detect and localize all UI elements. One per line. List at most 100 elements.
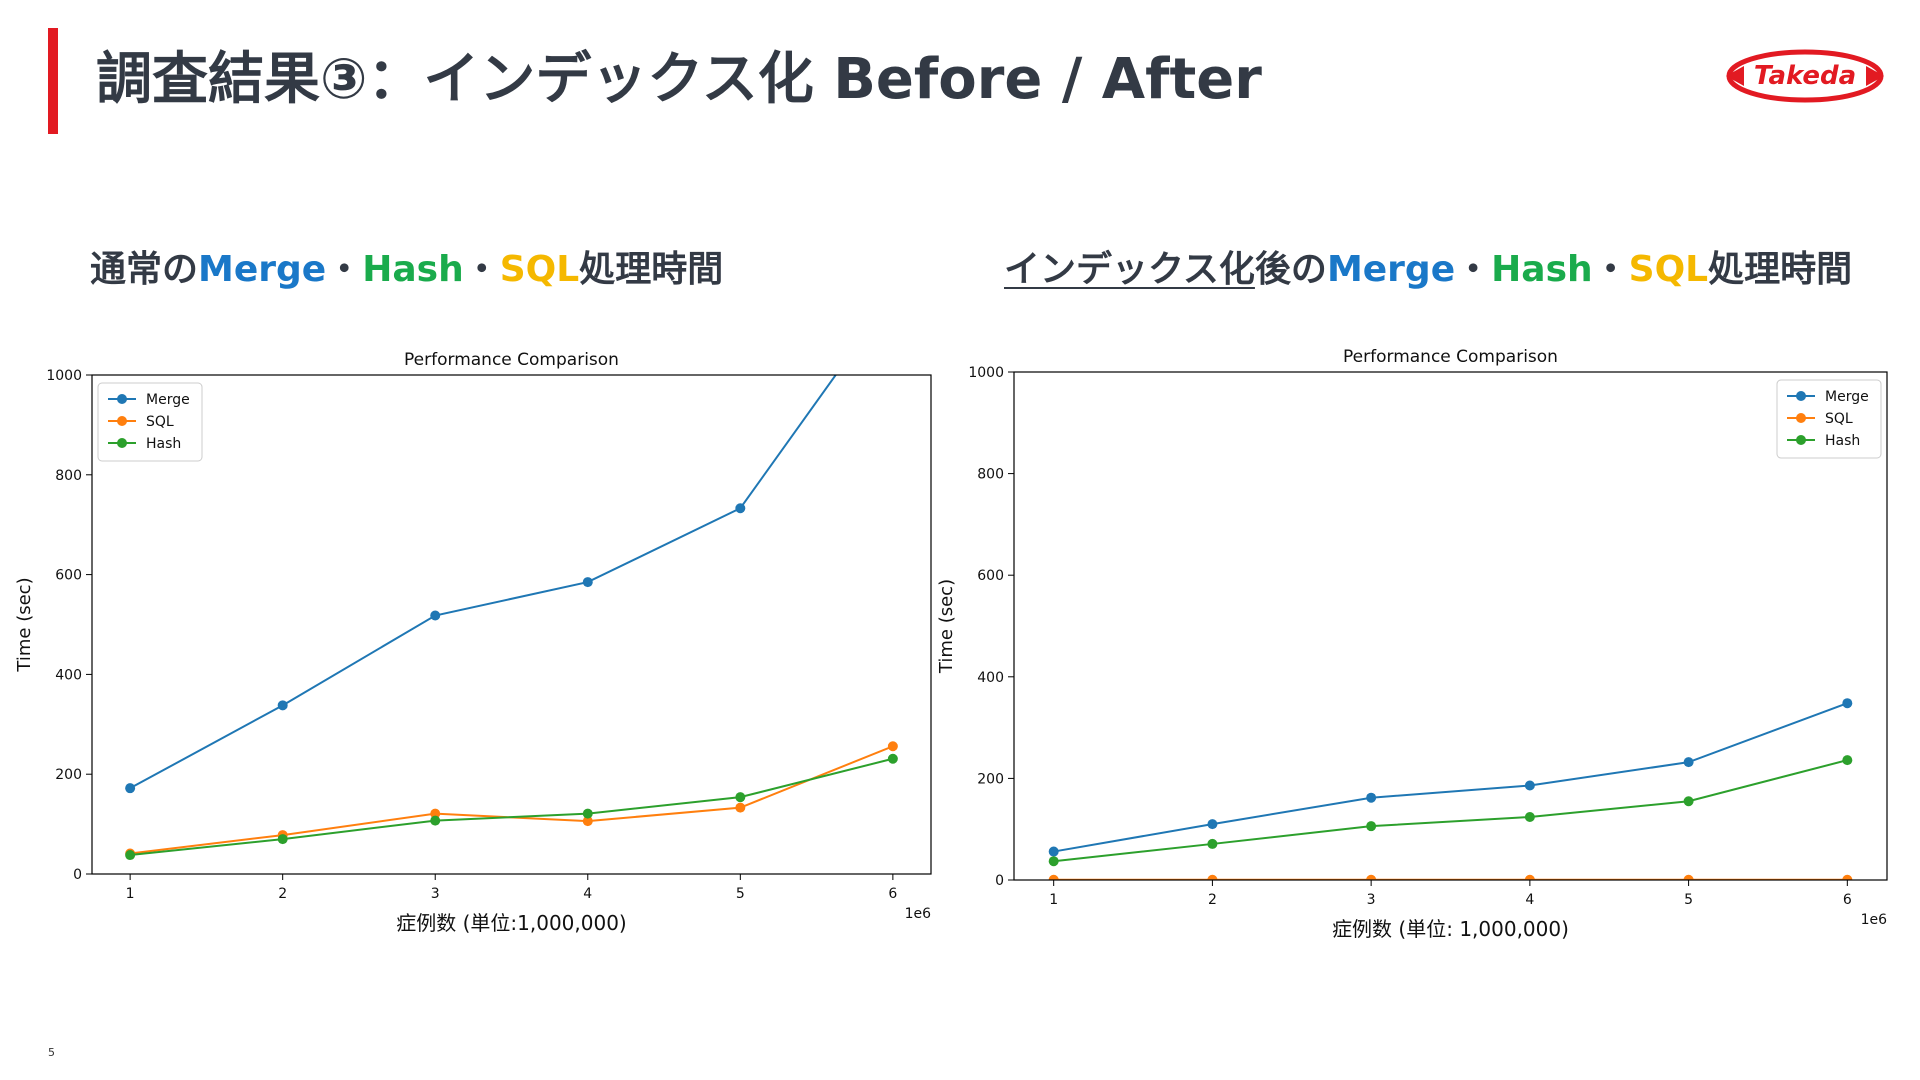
data-point-hash (1048, 856, 1059, 867)
data-point-sql (735, 802, 746, 813)
legend-label-merge: Merge (146, 392, 190, 408)
y-tick-label: 0 (73, 867, 82, 883)
data-point-sql (582, 816, 593, 827)
data-point-merge (582, 577, 593, 588)
series-line-hash (1053, 759, 1848, 863)
subtitle-right-suffix: 処理時間 (1708, 249, 1853, 290)
y-tick-label: 200 (977, 771, 1004, 787)
legend-marker-sql (1796, 413, 1806, 423)
data-point-hash (1366, 821, 1377, 832)
data-point-hash (1207, 838, 1218, 849)
data-point-merge (1048, 846, 1059, 857)
data-point-hash (430, 815, 441, 826)
x-offset-label: 1e6 (905, 906, 932, 922)
subtitle-right-sql: SQL (1628, 249, 1709, 290)
y-tick-label: 400 (977, 670, 1004, 686)
data-point-hash (125, 850, 136, 861)
x-tick-label: 4 (583, 886, 592, 902)
x-tick-label: 4 (1525, 892, 1534, 908)
x-tick-label: 6 (888, 886, 897, 902)
chart-before-index: Performance Comparison 0 200 400 600 800 1000 1… (14, 350, 932, 935)
x-tick-label: 3 (1367, 892, 1376, 908)
page-title: 調査結果③：インデックス化 Before / After (96, 47, 1262, 112)
y-tick-label: 600 (977, 568, 1004, 584)
data-point-merge (735, 503, 746, 514)
legend-label-merge: Merge (1825, 389, 1869, 405)
svg-text:Takeda: Takeda (1754, 61, 1856, 91)
y-tick-label: 400 (55, 667, 82, 683)
data-point-merge (1366, 792, 1377, 803)
data-point-sql (1366, 874, 1377, 880)
data-point-merge (430, 610, 441, 621)
x-tick-label: 5 (736, 886, 745, 902)
series-line-merge (129, 375, 837, 790)
subtitle-left: 通常のMerge・Hash・SQL処理時間 (90, 240, 723, 292)
data-point-hash (887, 753, 898, 764)
legend-marker-hash (117, 438, 127, 448)
y-tick-label: 600 (55, 568, 82, 584)
y-axis-label: Time (sec) (936, 579, 957, 674)
y-tick-label: 200 (55, 767, 82, 783)
data-point-sql (1048, 874, 1059, 880)
x-axis-label: 症例数 (単位:1,000,000) (396, 911, 627, 935)
page-number: 5 (48, 1046, 55, 1059)
series-line-hash (130, 757, 894, 857)
data-point-hash (1842, 755, 1853, 766)
y-tick-label: 800 (977, 467, 1004, 483)
data-point-sql (1207, 874, 1218, 880)
data-point-hash (735, 792, 746, 803)
legend-label-hash: Hash (1825, 433, 1860, 449)
data-point-sql (1683, 874, 1694, 880)
subtitle-left-hash: Hash (362, 249, 464, 290)
x-tick-label: 6 (1843, 892, 1852, 908)
x-axis-label: 症例数 (単位: 1,000,000) (1332, 917, 1569, 941)
x-tick-label: 5 (1684, 892, 1693, 908)
legend-marker-sql (117, 416, 127, 426)
takeda-logo: Takeda (1726, 49, 1884, 103)
data-point-sql (887, 741, 898, 752)
subtitle-right: インデックス化後のMerge・Hash・SQL処理時間 (1004, 240, 1852, 292)
subtitle-left-merge: Merge (198, 249, 327, 290)
subtitle-right-sep2: ・ (1592, 249, 1629, 290)
y-axis-label: Time (sec) (14, 577, 35, 672)
subtitle-left-sep2: ・ (463, 249, 500, 290)
data-point-hash (1683, 796, 1694, 807)
legend-marker-merge (1796, 391, 1806, 401)
subtitle-right-underlined: インデックス化 (1004, 249, 1255, 290)
x-tick-label: 2 (1208, 892, 1217, 908)
y-tick-label: 800 (55, 468, 82, 484)
series-group (125, 375, 898, 861)
data-point-merge (277, 700, 288, 711)
data-point-hash (1524, 812, 1535, 823)
x-tick-label: 1 (126, 886, 135, 902)
chart-after-index: Performance Comparison 0 200 400 600 800 1000 1… (936, 347, 1888, 941)
data-point-merge (1842, 698, 1853, 709)
data-point-sql (1524, 874, 1535, 880)
x-tick-label: 2 (278, 886, 287, 902)
subtitle-right-hash: Hash (1491, 249, 1593, 290)
series-line-merge (1053, 702, 1848, 853)
legend-label-sql: SQL (1825, 411, 1853, 427)
legend-marker-merge (117, 394, 127, 404)
subtitle-left-prefix: 通常の (90, 249, 199, 290)
chart-title: Performance Comparison (1343, 347, 1558, 367)
data-point-hash (582, 808, 593, 819)
legend-marker-hash (1796, 435, 1806, 445)
data-point-merge (1524, 780, 1535, 791)
accent-bar (48, 28, 58, 134)
legend-label-hash: Hash (146, 436, 181, 452)
subtitle-right-sep1: ・ (1455, 249, 1492, 290)
data-point-sql (430, 808, 441, 819)
data-point-merge (125, 783, 136, 794)
data-point-merge (1683, 757, 1694, 768)
subtitle-left-sep1: ・ (326, 249, 363, 290)
chart-title: Performance Comparison (404, 350, 619, 370)
data-point-hash (277, 834, 288, 845)
y-tick-label: 0 (995, 873, 1004, 889)
data-point-merge (1207, 819, 1218, 830)
x-offset-label: 1e6 (1861, 912, 1888, 928)
y-tick-label: 1000 (46, 368, 82, 384)
subtitle-right-prefix: 後の (1254, 249, 1327, 290)
legend-label-sql: SQL (146, 414, 174, 430)
subtitle-right-merge: Merge (1326, 249, 1456, 290)
